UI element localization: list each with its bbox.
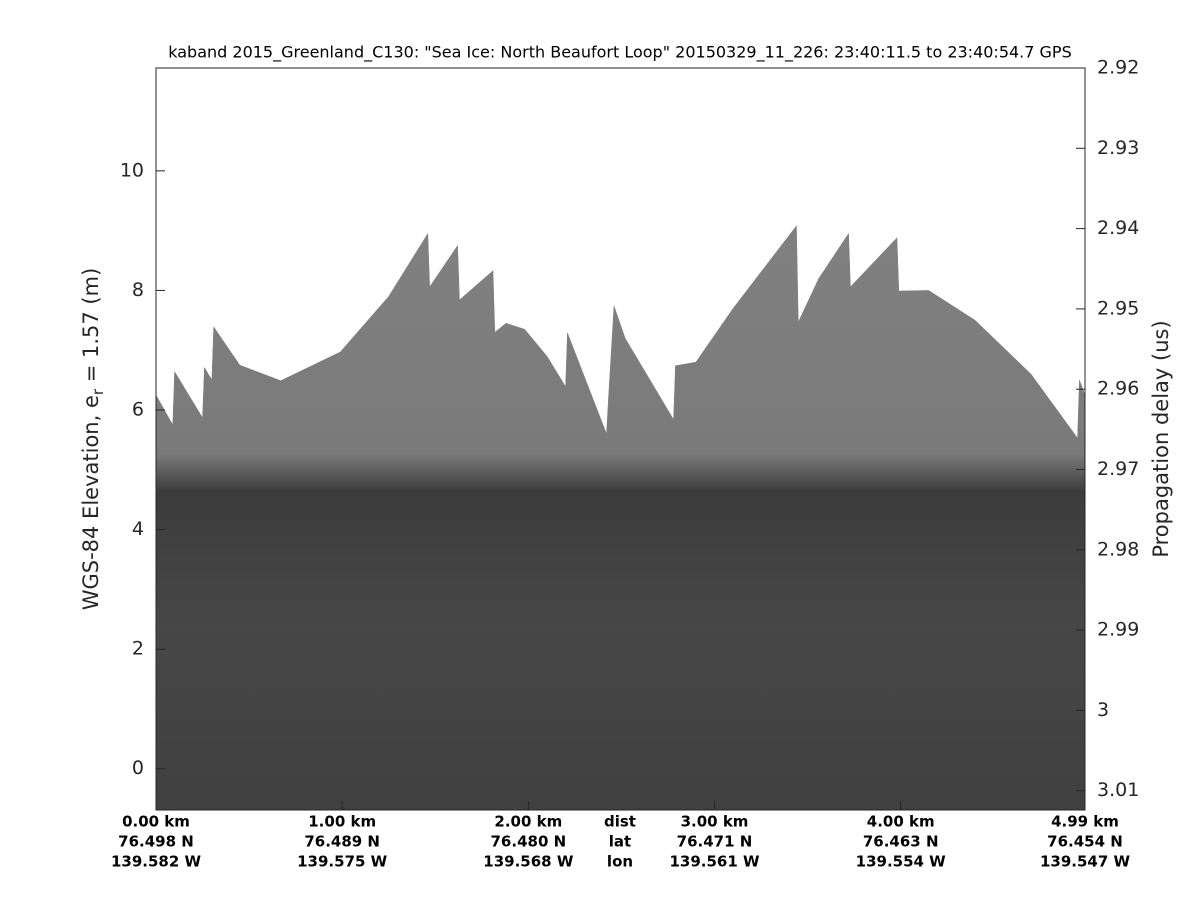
plot-frame: [155, 67, 1086, 811]
echogram-area: [155, 225, 1086, 811]
x-tick-lat: 76.480 N: [491, 833, 567, 851]
y2-tick-label: 2.98: [1097, 538, 1139, 560]
y-tick-label: 8: [132, 279, 144, 301]
x-tick-lat: 76.463 N: [863, 833, 939, 851]
x-tick-lat: 76.498 N: [118, 833, 194, 851]
y2-tick-label: 2.99: [1097, 619, 1139, 641]
y2-tick-label: 2.93: [1097, 137, 1139, 159]
x-tick-lon: 139.582 W: [111, 853, 202, 871]
x-tick-lon: 139.554 W: [856, 853, 947, 871]
x-tick-lon: 139.568 W: [483, 853, 574, 871]
x-tick-dist: 1.00 km: [308, 813, 376, 831]
x-tick-lon: 139.575 W: [297, 853, 388, 871]
x-tick-dist: 4.00 km: [867, 813, 935, 831]
y-label-tail: = 1.57 (m): [79, 268, 103, 389]
y-tick-label: 2: [132, 638, 144, 660]
y2-tick-label: 2.95: [1097, 297, 1139, 319]
y2-axis-label: Propagation delay (us): [1149, 320, 1173, 557]
x-tick-dist: 0.00 km: [122, 813, 190, 831]
x-tick-lat: 76.489 N: [304, 833, 380, 851]
x-row-label: lat: [609, 833, 631, 851]
y2-tick-label: 2.97: [1097, 458, 1139, 480]
y-tick-label: 4: [132, 518, 144, 540]
x-row-label: lon: [607, 853, 633, 871]
y2-tick-label: 3.01: [1097, 779, 1139, 801]
x-row-label: dist: [604, 813, 636, 831]
y-tick-label: 10: [120, 159, 144, 181]
x-tick-dist: 2.00 km: [494, 813, 562, 831]
y-axis-label: WGS-84 Elevation, er = 1.57 (m): [79, 268, 107, 611]
y2-tick-label: 3: [1097, 699, 1109, 721]
x-tick-lon: 139.547 W: [1040, 853, 1131, 871]
x-tick-lon: 139.561 W: [669, 853, 760, 871]
y-label-sub: r: [89, 388, 107, 395]
y-tick-label: 0: [132, 757, 144, 779]
x-tick-lat: 76.454 N: [1047, 833, 1123, 851]
y2-tick-label: 2.92: [1097, 57, 1139, 79]
y2-tick-label: 2.94: [1097, 217, 1139, 239]
y-tick-label: 6: [132, 399, 144, 421]
x-tick-dist: 4.99 km: [1051, 813, 1119, 831]
y2-tick-label: 2.96: [1097, 378, 1139, 400]
x-tick-dist: 3.00 km: [681, 813, 749, 831]
chart-title: kaband 2015_Greenland_C130: "Sea Ice: No…: [168, 43, 1071, 63]
x-tick-lat: 76.471 N: [677, 833, 753, 851]
y-label-main: WGS-84 Elevation, e: [79, 395, 103, 610]
